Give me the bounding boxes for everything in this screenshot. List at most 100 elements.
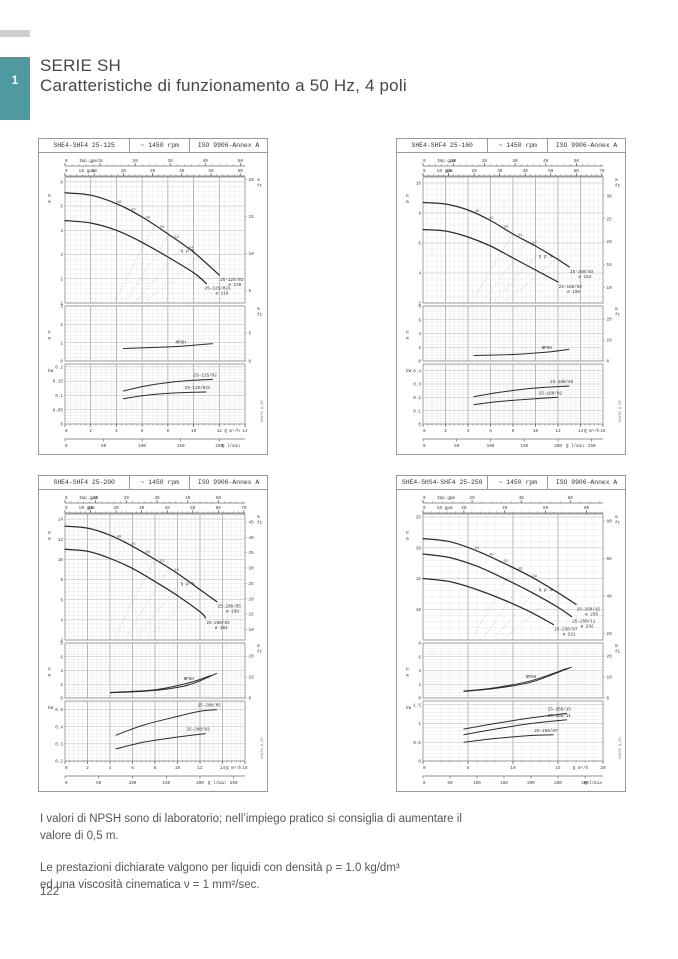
svg-text:4: 4 bbox=[60, 669, 63, 674]
svg-text:50: 50 bbox=[216, 496, 222, 501]
svg-text:NPSH: NPSH bbox=[526, 675, 537, 680]
svg-text:60: 60 bbox=[574, 169, 580, 174]
svg-text:10: 10 bbox=[249, 628, 255, 633]
svg-text:Q m³/h: Q m³/h bbox=[226, 765, 242, 771]
npsh-note: I valori di NPSH sono di laboratorio; ne… bbox=[40, 811, 510, 845]
svg-text:25-200/05: 25-200/05 bbox=[198, 704, 222, 709]
svg-text:100: 100 bbox=[138, 444, 146, 449]
svg-text:10: 10 bbox=[607, 676, 613, 681]
svg-text:H: H bbox=[406, 331, 409, 336]
svg-text:0.2: 0.2 bbox=[413, 396, 421, 401]
svg-text:25-250/07: 25-250/07 bbox=[534, 729, 558, 734]
svg-text:30: 30 bbox=[249, 567, 255, 572]
chart-header: SHE4-SHF4 25-160 ~ 1450 rpm ISO 9906-Ann… bbox=[397, 139, 625, 153]
svg-text:150: 150 bbox=[500, 781, 508, 786]
page-number: 122 bbox=[40, 886, 60, 898]
section-number: 1 bbox=[11, 73, 19, 87]
svg-text:Q m³/h: Q m³/h bbox=[584, 428, 600, 434]
svg-text:2: 2 bbox=[418, 683, 421, 688]
rpm-label: ~ 1450 rpm bbox=[488, 476, 549, 489]
svg-text:2: 2 bbox=[418, 346, 421, 351]
svg-text:5: 5 bbox=[467, 766, 470, 771]
svg-text:kW: kW bbox=[48, 706, 54, 711]
chart-panel-25-125: SHE4-SHF4 25-125 ~ 1450 rpm ISO 9906-Ann… bbox=[38, 138, 268, 455]
svg-text:50: 50 bbox=[238, 159, 244, 164]
standard-label: ISO 9906-Annex A bbox=[555, 479, 618, 486]
svg-text:25-160/02: 25-160/02 bbox=[539, 391, 563, 396]
svg-text:0: 0 bbox=[65, 496, 68, 501]
svg-text:30: 30 bbox=[168, 159, 174, 164]
svg-text:25-250/15: 25-250/15 bbox=[548, 707, 572, 712]
page-subtitle: Caratteristiche di funzionamento a 50 Hz… bbox=[40, 76, 407, 95]
svg-text:60: 60 bbox=[543, 506, 549, 511]
svg-text:30: 30 bbox=[607, 194, 613, 199]
svg-text:40: 40 bbox=[502, 506, 508, 511]
svg-text:6: 6 bbox=[60, 655, 63, 660]
svg-text:30: 30 bbox=[512, 159, 518, 164]
npsh-note-line2: valore di 0,5 m. bbox=[40, 829, 119, 842]
chart-header: SHE4-SHF4 25-200 ~ 1450 rpm ISO 9906-Ann… bbox=[39, 476, 267, 490]
svg-text:H: H bbox=[48, 194, 51, 199]
svg-text:US gpm: US gpm bbox=[437, 506, 453, 511]
svg-text:0: 0 bbox=[65, 159, 68, 164]
svg-text:US gpm: US gpm bbox=[79, 169, 95, 174]
svg-text:04934_A_CH: 04934_A_CH bbox=[261, 737, 265, 759]
svg-text:50: 50 bbox=[96, 781, 102, 786]
svg-text:H: H bbox=[406, 194, 409, 199]
svg-text:m: m bbox=[615, 515, 618, 520]
svg-text:0.2: 0.2 bbox=[55, 365, 63, 370]
svg-text:250: 250 bbox=[230, 781, 238, 786]
top-left-dash bbox=[0, 30, 30, 37]
svg-text:25: 25 bbox=[249, 582, 255, 587]
svg-text:0: 0 bbox=[418, 423, 421, 428]
svg-text:54: 54 bbox=[518, 234, 523, 238]
svg-text:52: 52 bbox=[504, 560, 509, 564]
svg-text:0.4: 0.4 bbox=[413, 369, 421, 374]
svg-text:8: 8 bbox=[418, 642, 421, 647]
svg-text:70: 70 bbox=[241, 506, 247, 511]
svg-text:0.3: 0.3 bbox=[413, 383, 421, 388]
svg-text:30: 30 bbox=[154, 496, 160, 501]
pump-model-label: SHE4-SHF4 25-125 bbox=[39, 139, 131, 152]
svg-text:25-250/11: 25-250/11 bbox=[572, 620, 596, 625]
chart-canvas: 1412108642454035302520151086420201000.50… bbox=[48, 496, 265, 786]
svg-text:40: 40 bbox=[165, 506, 171, 511]
npsh-note-line1: I valori di NPSH sono di laboratorio; ne… bbox=[40, 812, 462, 825]
svg-text:6: 6 bbox=[418, 318, 421, 323]
svg-text:η p %: η p % bbox=[181, 248, 195, 254]
svg-text:US gpm: US gpm bbox=[79, 506, 95, 511]
svg-text:NPSH: NPSH bbox=[542, 346, 553, 351]
svg-text:150: 150 bbox=[177, 444, 185, 449]
svg-text:80: 80 bbox=[584, 506, 590, 511]
svg-text:10: 10 bbox=[607, 339, 613, 344]
svg-text:250: 250 bbox=[588, 444, 596, 449]
svg-text:H: H bbox=[48, 668, 51, 673]
svg-text:20: 20 bbox=[249, 178, 255, 183]
chart-canvas: 65432120151053210500.20.150.10.050HmmftH… bbox=[48, 159, 265, 449]
svg-text:0: 0 bbox=[423, 506, 426, 511]
svg-text:m: m bbox=[48, 200, 51, 205]
svg-text:10: 10 bbox=[451, 159, 457, 164]
svg-text:20: 20 bbox=[124, 496, 130, 501]
svg-text:25-160/02: 25-160/02 bbox=[559, 285, 583, 290]
svg-text:25-200/05: 25-200/05 bbox=[218, 605, 242, 610]
svg-text:ft: ft bbox=[257, 184, 263, 189]
svg-text:0.5: 0.5 bbox=[413, 741, 421, 746]
svg-text:58: 58 bbox=[532, 575, 537, 579]
chart-canvas: 108642302520151086420201000.40.30.20.10H… bbox=[406, 159, 623, 449]
svg-text:ø 184: ø 184 bbox=[215, 626, 228, 631]
svg-text:ø 242: ø 242 bbox=[581, 625, 594, 630]
svg-text:55: 55 bbox=[174, 569, 179, 573]
svg-text:ft: ft bbox=[615, 521, 621, 526]
svg-text:0: 0 bbox=[607, 360, 610, 365]
svg-text:η p %: η p % bbox=[181, 581, 195, 587]
svg-text:η p %: η p % bbox=[539, 254, 553, 260]
svg-text:Q m³/h: Q m³/h bbox=[224, 428, 240, 434]
svg-text:40: 40 bbox=[607, 594, 613, 599]
svg-text:ft: ft bbox=[615, 184, 621, 189]
svg-text:200: 200 bbox=[554, 444, 562, 449]
svg-text:4: 4 bbox=[418, 272, 421, 277]
svg-text:m: m bbox=[406, 537, 409, 542]
svg-text:25-250/15: 25-250/15 bbox=[577, 607, 601, 612]
svg-text:0: 0 bbox=[423, 429, 426, 434]
